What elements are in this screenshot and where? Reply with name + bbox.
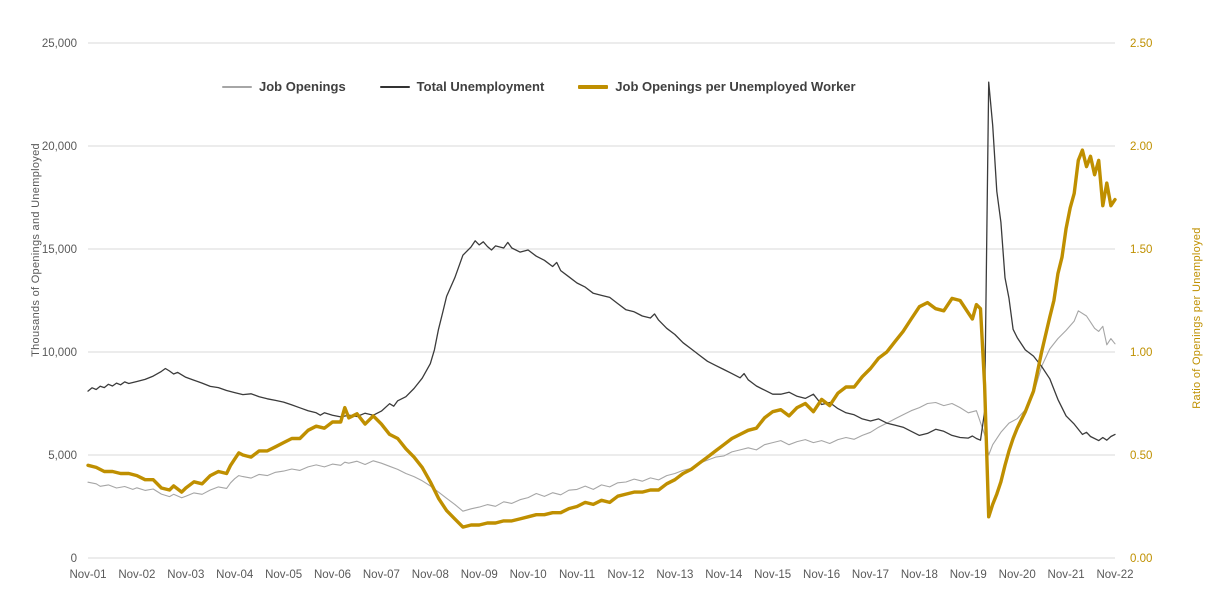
x-axis-tick-label: Nov-09 [461, 569, 498, 581]
right-axis-tick-label: 1.00 [1130, 347, 1152, 359]
series-line-job-openings [87, 310, 1116, 512]
x-axis-tick-label: Nov-01 [69, 569, 106, 581]
x-axis-tick-label: Nov-06 [314, 569, 351, 581]
series-line-total-unemployment [87, 81, 1116, 442]
right-axis-tick-label: 1.50 [1130, 244, 1152, 256]
legend-label: Total Unemployment [416, 79, 545, 94]
legend-label: Job Openings per Unemployed Worker [615, 79, 856, 94]
left-axis-tick-label: 20,000 [42, 141, 77, 153]
x-axis-tick-label: Nov-08 [412, 569, 449, 581]
legend-label: Job Openings [259, 79, 346, 94]
x-axis-tick-label: Nov-03 [167, 569, 204, 581]
job-openings-line-swatch-icon [222, 85, 252, 88]
x-axis-tick-label: Nov-05 [265, 569, 302, 581]
right-axis-tick-label: 2.00 [1130, 141, 1152, 153]
legend-item-openings-per-unemployed: Job Openings per Unemployed Worker [578, 79, 856, 94]
x-axis-tick-label: Nov-19 [950, 569, 987, 581]
x-axis-tick-label: Nov-02 [118, 569, 155, 581]
left-axis-tick-label: 15,000 [42, 244, 77, 256]
x-axis-tick-label: Nov-16 [803, 569, 840, 581]
left-axis-tick-label: 25,000 [42, 38, 77, 50]
total-unemployment-line-swatch-icon [379, 85, 410, 88]
left-axis-tick-label: 5,000 [48, 450, 77, 462]
right-axis-title: Ratio of Openings per Unemployed [1191, 227, 1203, 409]
chart-legend: Job Openings Total Unemployment Job Open… [222, 79, 856, 94]
series-line-job-openings-per-unemployed-worker [86, 148, 1117, 529]
legend-item-job-openings: Job Openings [222, 79, 346, 94]
left-axis-tick-label: 0 [71, 553, 77, 565]
x-axis-tick-label: Nov-07 [363, 569, 400, 581]
x-axis-tick-label: Nov-20 [999, 569, 1036, 581]
x-axis-tick-label: Nov-22 [1096, 569, 1133, 581]
x-axis-tick-label: Nov-14 [705, 569, 743, 581]
x-axis-tick-label: Nov-10 [510, 569, 547, 581]
x-axis-tick-label: Nov-17 [852, 569, 889, 581]
x-axis-tick-label: Nov-21 [1048, 569, 1085, 581]
x-axis-tick-label: Nov-12 [607, 569, 644, 581]
right-axis-tick-label: 2.50 [1130, 38, 1152, 50]
left-axis-title: Thousands of Openings and Unemployed [30, 143, 42, 357]
x-axis-tick-label: Nov-04 [216, 569, 254, 581]
x-axis-tick-label: Nov-13 [656, 569, 693, 581]
openings-per-unemployed-line-swatch-icon [578, 84, 609, 89]
right-axis-tick-label: 0.50 [1130, 450, 1152, 462]
legend-item-total-unemployment: Total Unemployment [379, 79, 545, 94]
x-axis-tick-label: Nov-11 [559, 569, 595, 581]
x-axis-tick-label: Nov-18 [901, 569, 938, 581]
right-axis-tick-label: 0.00 [1130, 553, 1152, 565]
x-axis-tick-label: Nov-15 [754, 569, 791, 581]
left-axis-tick-label: 10,000 [42, 347, 77, 359]
